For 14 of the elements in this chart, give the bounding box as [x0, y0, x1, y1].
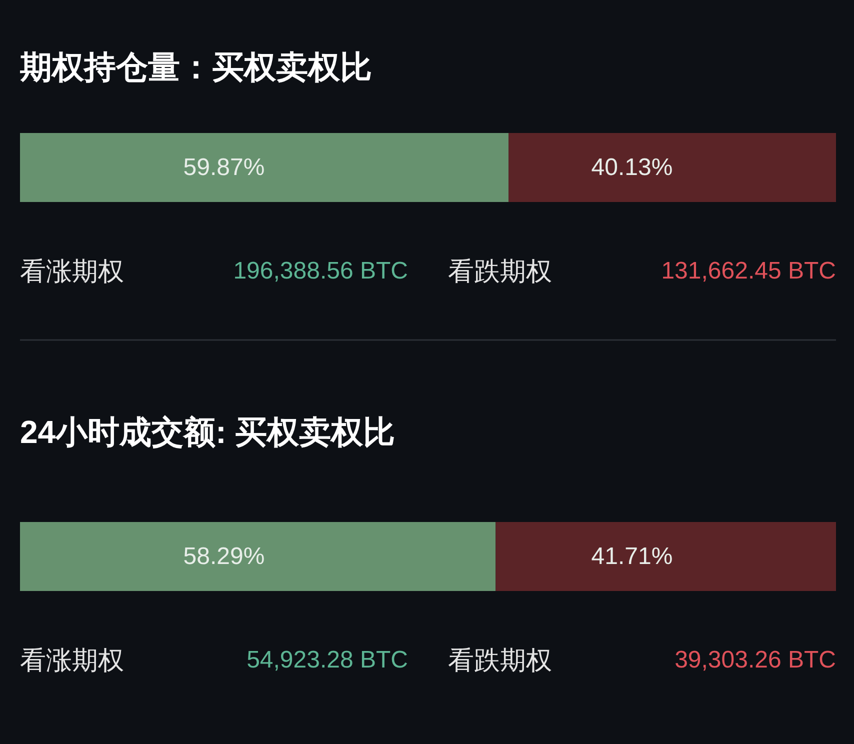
text: 看涨期权 — [20, 256, 124, 286]
text: 54,923.28 BTC — [246, 646, 408, 674]
text: 39,303.26 BTC — [674, 646, 836, 674]
text: 看跌期权 — [448, 256, 552, 286]
chart-title: 24小时成交额: 买权卖权比 — [20, 414, 396, 450]
chart-title: 期权持仓量：买权卖权比 — [19, 49, 372, 85]
text: 196,388.56 BTC — [233, 258, 408, 284]
data-label: 41.71% — [591, 543, 673, 570]
text: 看涨期权 — [20, 645, 124, 675]
data-label: 58.29% — [183, 543, 265, 570]
data-label: 40.13% — [591, 154, 673, 181]
text: 看跌期权 — [448, 645, 552, 675]
text: 131,662.45 BTC — [661, 258, 836, 284]
data-label: 59.87% — [183, 154, 265, 181]
